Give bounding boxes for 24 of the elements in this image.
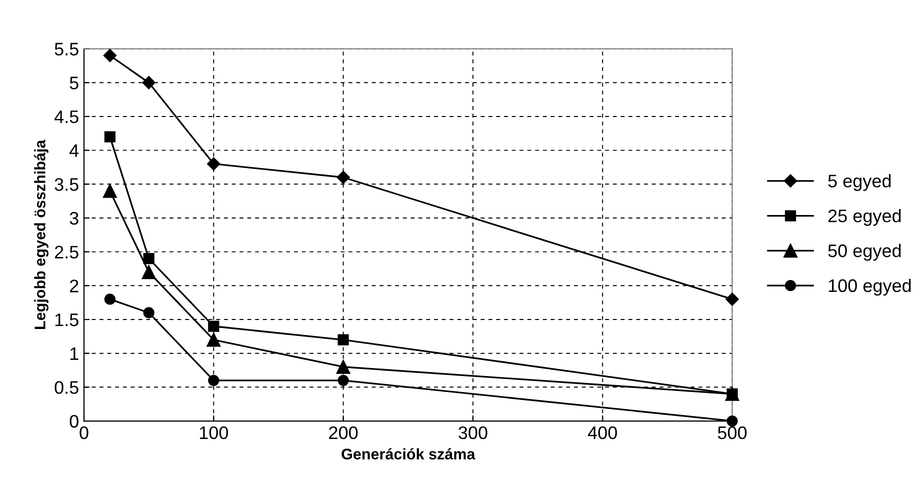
legend-label: 50 egyed	[828, 244, 901, 261]
y-tick-label: 5	[70, 76, 78, 90]
y-tick-label: 0.5	[54, 381, 78, 394]
y-tick-label: 5.5	[54, 42, 78, 56]
x-tick-label: 400	[588, 426, 617, 440]
y-tick-label: 3.5	[54, 178, 78, 191]
x-tick-label: 500	[718, 426, 747, 440]
y-tick-label: 2.5	[54, 246, 78, 259]
legend-label: 25 egyed	[828, 209, 901, 226]
legend-label: 5 egyed	[828, 174, 891, 191]
y-tick-label: 4.5	[54, 110, 78, 124]
y-tick-label: 0	[70, 414, 78, 428]
x-tick-label: 0	[80, 426, 88, 440]
y-axis-title: Legjobb egyed összhibája	[34, 140, 48, 329]
y-tick-label: 1.5	[55, 314, 78, 326]
y-tick-label: 2	[70, 280, 78, 292]
x-axis-title: Generációk száma	[342, 448, 476, 460]
y-tick-label: 4	[70, 144, 79, 157]
x-tick-label: 100	[200, 426, 228, 440]
y-tick-label: 3	[70, 212, 78, 225]
x-tick-label: 300	[458, 426, 488, 440]
legend-label: 100 egyed	[828, 278, 911, 296]
x-tick-label: 200	[329, 426, 358, 440]
y-tick-label: 1	[70, 347, 78, 360]
